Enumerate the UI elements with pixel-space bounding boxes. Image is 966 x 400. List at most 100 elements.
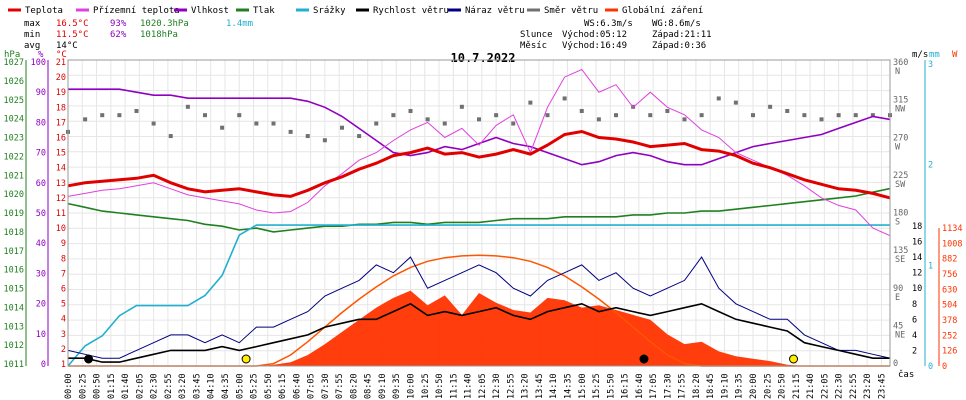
stat-max-press: 1020.3hPa (140, 19, 189, 29)
legend-label-3: Tlak (253, 6, 275, 16)
series-rain (67, 224, 890, 367)
degc-axis-tick: 3 (61, 330, 66, 340)
time-axis-tick: 23:20 (863, 373, 873, 399)
time-axis-tick: 23:45 (877, 373, 887, 399)
wind-direction-point (751, 113, 755, 118)
stat-min-temp: 11.5°C (56, 30, 89, 40)
wind-direction-point (768, 104, 773, 109)
series-pressure (67, 187, 891, 233)
degc-axis-tick: 4 (61, 315, 66, 325)
time-axis-tick: 07:05 (307, 373, 317, 399)
series-humidity (68, 88, 891, 166)
time-axis-tick: 05:50 (264, 373, 274, 399)
w-axis-tick: 1008 (942, 239, 962, 249)
ms-axis-tick: 8 (912, 300, 917, 310)
time-axis-tick: 06:15 (278, 373, 288, 399)
degc-axis-tick: 1 (61, 360, 66, 370)
time-axis-tick: 14:35 (563, 373, 573, 399)
dir-axis-deg: 0 (893, 359, 898, 369)
hpa-axis-tick: 1019 (4, 209, 24, 219)
time-axis-tick: 16:40 (635, 373, 645, 399)
pct-axis-tick: 100 (31, 58, 46, 68)
time-axis-tick: 12:55 (506, 373, 516, 399)
time-axis-tick: 19:35 (735, 373, 745, 399)
w-axis-tick: 1134 (942, 224, 962, 234)
wind-direction-point (288, 129, 293, 134)
stat-avg-label: avg (24, 41, 40, 51)
time-axis-tick: 17:30 (663, 373, 673, 399)
time-axis-tick: 22:55 (849, 373, 859, 399)
dir-axis-deg: 45 (893, 321, 903, 331)
wind-direction-point (391, 113, 396, 118)
time-axis-tick: 11:15 (449, 373, 459, 399)
time-axis-tick: 07:55 (335, 373, 345, 399)
time-axis-tick: 18:45 (706, 373, 716, 399)
time-axis-tick: 03:45 (192, 373, 202, 399)
dir-axis-name: SE (895, 255, 905, 265)
wind-direction-point (237, 113, 242, 118)
degc-axis-tick: 19 (56, 88, 66, 98)
right-axes: 360N315NW270W225SW180S135SE90E45NE024681… (893, 58, 962, 372)
legend-label-5: Rychlost větru (373, 6, 449, 16)
time-axis-tick: 04:10 (207, 373, 217, 399)
ms-axis-tick: 16 (912, 238, 922, 248)
dir-axis-name: SW (895, 180, 906, 190)
legend: Teplota Přízemní teplota Vlhkost Tlak Srážky… (8, 6, 703, 16)
wind-direction-point (203, 113, 207, 118)
hpa-axis-tick: 1027 (4, 58, 24, 68)
wind-direction-point (477, 117, 481, 122)
dir-axis-deg: 135 (893, 246, 908, 256)
time-axis-tick: 01:40 (121, 373, 131, 399)
hpa-axis-tick: 1024 (4, 115, 24, 125)
wind-direction-point (185, 104, 190, 109)
legend-label-8: Globální záření (622, 6, 703, 16)
wind-direction-point (562, 96, 567, 101)
info-block: WS:6.3m/s WG:8.6m/s Slunce Východ:05:12 … (520, 19, 712, 51)
mm-axis-tick: 2 (928, 161, 933, 171)
info-moon-label: Měsíc (520, 41, 547, 51)
time-axis-tick: 00:25 (78, 373, 88, 399)
info-moonset: Západ:0:36 (652, 41, 706, 51)
legend-label-2: Vlhkost (191, 6, 229, 16)
ms-axis-tick: 6 (912, 315, 917, 325)
time-axis-tick: 00:50 (93, 373, 103, 399)
dir-axis-name: W (895, 142, 901, 152)
wind-direction-point (117, 113, 122, 118)
hpa-axis-tick: 1025 (4, 96, 24, 106)
wind-direction-point (442, 121, 447, 126)
wind-direction-point (168, 134, 173, 139)
wind-direction-point (682, 117, 687, 122)
info-sunrise: Východ:05:12 (562, 30, 627, 40)
time-axis-tick: 15:00 (578, 373, 588, 399)
w-axis-tick: 126 (942, 347, 957, 357)
time-axis-tick: 19:10 (720, 373, 730, 399)
stats-block: max 16.5°C 93% 1020.3hPa 1.4mm min 11.5°… (24, 19, 253, 51)
time-axis-tick: 14:10 (549, 373, 559, 399)
stat-max-label: max (24, 19, 41, 29)
wind-direction-point (870, 113, 875, 118)
legend-label-1: Přízemní teplota (93, 6, 180, 16)
time-axis-tick: 18:20 (692, 373, 702, 399)
pct-axis-tick: 20 (36, 300, 46, 310)
pct-axis-tick: 10 (36, 330, 46, 340)
time-axis-tick: 03:20 (178, 373, 188, 399)
time-axis-tick: 11:40 (464, 373, 474, 399)
degc-axis-tick: 18 (56, 103, 66, 113)
degc-axis-tick: 16 (56, 134, 66, 144)
axis-units: hPa % °C m/s mm W čas (4, 50, 958, 380)
unit-w: W (952, 50, 958, 60)
degc-axis-tick: 10 (56, 224, 66, 234)
time-axis-tick: 10:00 (407, 373, 417, 399)
time-axis-tick: 22:30 (835, 373, 845, 399)
time-axis-tick: 16:15 (621, 373, 631, 399)
dir-axis-deg: 270 (893, 133, 908, 143)
time-axis-tick: 02:05 (135, 373, 145, 399)
info-moonrise: Východ:16:49 (562, 41, 627, 51)
wind-direction-point (648, 113, 653, 118)
degc-axis-tick: 12 (56, 194, 66, 204)
w-axis-tick: 252 (942, 331, 957, 341)
stat-min-hum: 62% (110, 30, 127, 40)
time-axis-tick: 12:05 (478, 373, 488, 399)
time-axis-tick: 13:20 (521, 373, 531, 399)
degc-axis-tick: 7 (61, 269, 66, 279)
